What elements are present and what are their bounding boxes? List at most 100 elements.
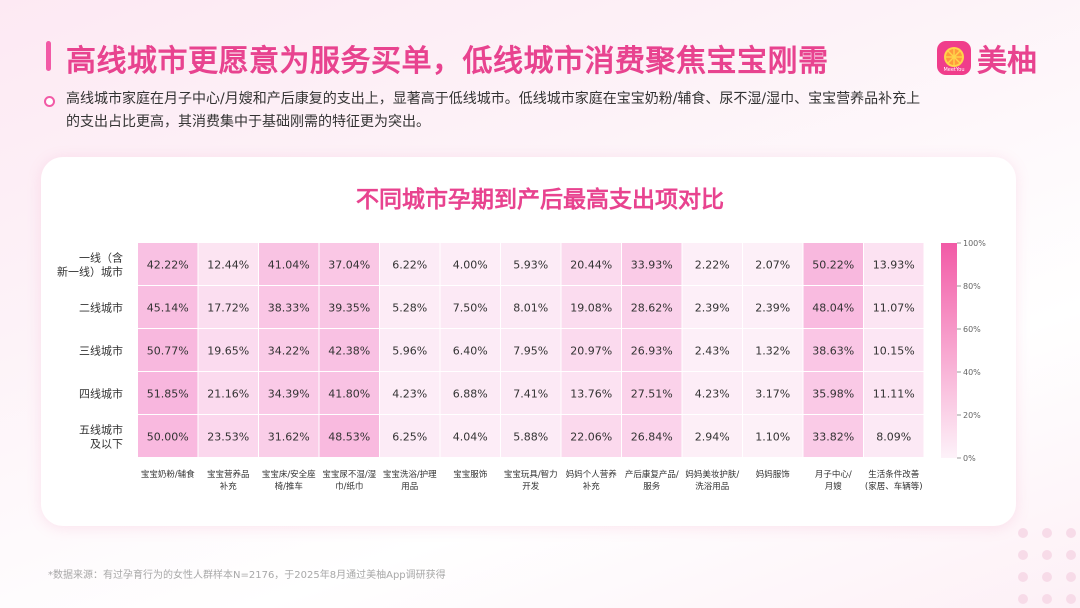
cell-value-label: 6.40% xyxy=(453,345,488,358)
column-label: 产后康复产品/服务 xyxy=(625,469,679,492)
cell-value-label: 34.39% xyxy=(268,388,310,401)
heatmap-cell xyxy=(138,329,198,371)
heatmap-cell xyxy=(803,415,863,457)
column-label: 生活条件改善(家居、车辆等) xyxy=(865,469,923,492)
cell-value-label: 38.33% xyxy=(268,302,310,315)
heatmap-cell xyxy=(743,329,803,371)
cell-value-label: 3.17% xyxy=(755,388,790,401)
heatmap-cell xyxy=(622,372,682,414)
cell-value-label: 26.93% xyxy=(631,345,673,358)
cell-value-label: 4.00% xyxy=(453,259,488,272)
heatmap-cell xyxy=(682,372,742,414)
heatmap-cell xyxy=(198,286,258,328)
heatmap-cell xyxy=(198,329,258,371)
heatmap-cell xyxy=(319,329,379,371)
row-label: 五线城市及以下 xyxy=(79,423,123,451)
heatmap-cell xyxy=(803,243,863,285)
heatmap-cell xyxy=(864,243,924,285)
column-label: 妈妈服饰 xyxy=(756,469,791,480)
cell-value-label: 7.41% xyxy=(513,388,548,401)
cell-value-label: 2.43% xyxy=(695,345,730,358)
column-label: 妈妈个人营养补充 xyxy=(566,469,618,492)
heatmap-cell xyxy=(259,415,319,457)
heatmap-cell xyxy=(501,415,561,457)
cell-value-label: 33.82% xyxy=(812,431,854,444)
colorbar-tick-label: 80% xyxy=(963,282,981,291)
heatmap-cell xyxy=(561,329,621,371)
cell-value-label: 27.51% xyxy=(631,388,673,401)
cell-value-label: 31.62% xyxy=(268,431,310,444)
cell-value-label: 11.11% xyxy=(873,388,915,401)
row-label: 一线（含新一线）城市 xyxy=(57,251,123,279)
cell-value-label: 5.93% xyxy=(513,259,548,272)
colorbar-tick-label: 0% xyxy=(963,454,976,463)
cell-value-label: 50.00% xyxy=(147,431,189,444)
heatmap-cell xyxy=(138,286,198,328)
column-label: 宝宝尿不湿/湿巾/纸巾 xyxy=(322,469,376,492)
heatmap-cell xyxy=(864,372,924,414)
cell-value-label: 4.04% xyxy=(453,431,488,444)
heatmap-cell xyxy=(440,243,500,285)
heatmap-cell xyxy=(380,329,440,371)
heatmap-cell xyxy=(864,415,924,457)
cell-value-label: 5.28% xyxy=(392,302,427,315)
logo-text: 美柚 xyxy=(977,44,1037,79)
cell-value-label: 38.63% xyxy=(812,345,854,358)
column-label: 宝宝玩具/智力开发 xyxy=(504,469,558,492)
cell-value-label: 19.08% xyxy=(570,302,612,315)
row-label: 三线城市 xyxy=(79,344,123,358)
colorbar-tick-label: 100% xyxy=(963,239,986,248)
cell-value-label: 7.95% xyxy=(513,345,548,358)
heatmap-cell xyxy=(259,329,319,371)
heatmap-cell xyxy=(259,243,319,285)
heatmap-cell xyxy=(561,372,621,414)
cell-value-label: 4.23% xyxy=(392,388,427,401)
cell-value-label: 2.39% xyxy=(755,302,790,315)
heatmap-cell xyxy=(803,286,863,328)
heatmap-cell xyxy=(743,286,803,328)
heatmap-cell xyxy=(501,286,561,328)
heatmap-cell xyxy=(198,415,258,457)
column-label: 月子中心/月嫂 xyxy=(815,469,852,492)
heatmap-cell xyxy=(561,415,621,457)
title-accent-bar xyxy=(46,41,51,71)
heatmap-cell xyxy=(319,372,379,414)
cell-value-label: 10.15% xyxy=(873,345,915,358)
heatmap-cell xyxy=(803,372,863,414)
heatmap-cell xyxy=(138,372,198,414)
cell-value-label: 6.88% xyxy=(453,388,488,401)
heatmap-cell xyxy=(440,329,500,371)
heatmap-cell xyxy=(622,243,682,285)
cell-value-label: 5.96% xyxy=(392,345,427,358)
heatmap-cell xyxy=(682,243,742,285)
column-label: 妈妈美妆护肤/洗浴用品 xyxy=(685,469,739,492)
heatmap-cell xyxy=(803,329,863,371)
cell-value-label: 51.85% xyxy=(147,388,189,401)
cell-value-label: 50.22% xyxy=(812,259,854,272)
heatmap-cell xyxy=(682,329,742,371)
brand-logo: MeetYou 美柚 xyxy=(937,36,1037,80)
heatmap-cell xyxy=(440,415,500,457)
heatmap-cell xyxy=(864,329,924,371)
column-label: 宝宝营养品补充 xyxy=(207,469,250,492)
column-label: 宝宝床/安全座椅/推车 xyxy=(262,469,316,492)
cell-value-label: 6.25% xyxy=(392,431,427,444)
heatmap-cell xyxy=(622,329,682,371)
cell-value-label: 7.50% xyxy=(453,302,488,315)
heatmap-cell xyxy=(259,372,319,414)
cell-value-label: 2.94% xyxy=(695,431,730,444)
colorbar-tick-label: 60% xyxy=(963,325,981,334)
cell-value-label: 23.53% xyxy=(207,431,249,444)
heatmap-cell xyxy=(319,286,379,328)
cell-value-label: 2.22% xyxy=(695,259,730,272)
cell-value-label: 22.06% xyxy=(570,431,612,444)
heatmap-cell xyxy=(501,329,561,371)
cell-value-label: 12.44% xyxy=(207,259,249,272)
heatmap-cell xyxy=(501,243,561,285)
cell-value-label: 13.93% xyxy=(873,259,915,272)
cell-value-label: 28.62% xyxy=(631,302,673,315)
heatmap-cell xyxy=(622,286,682,328)
row-label: 二线城市 xyxy=(79,301,123,315)
cell-value-label: 50.77% xyxy=(147,345,189,358)
cell-value-label: 2.07% xyxy=(755,259,790,272)
